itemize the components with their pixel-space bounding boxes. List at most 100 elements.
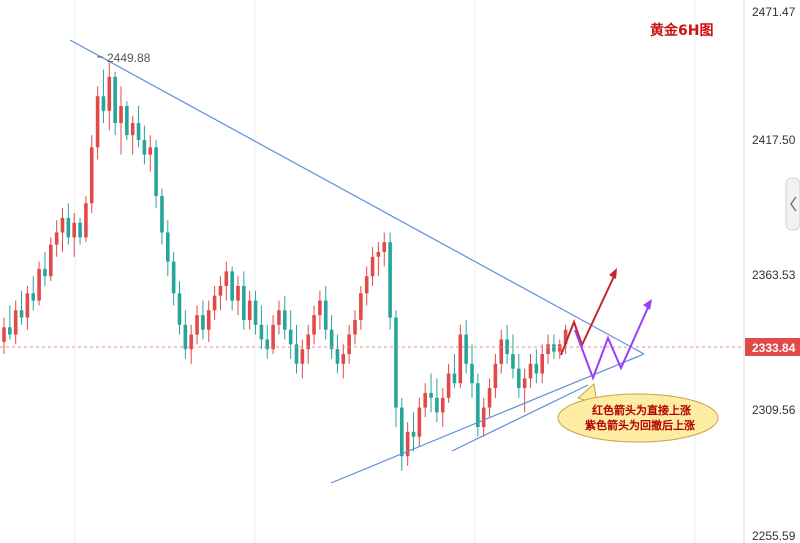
candle-body — [142, 140, 147, 155]
current-price-tag: 2333.84 — [745, 338, 800, 356]
candle-body — [136, 123, 141, 141]
annotation-bubble: 红色箭头为直接上涨 紫色箭头为回撤后上涨 — [557, 383, 719, 443]
y-tick-label-2: 2417.50 — [752, 133, 796, 147]
candle-body — [452, 373, 457, 384]
grid — [74, 0, 696, 543]
candle-body — [440, 397, 445, 413]
candle-body — [493, 363, 498, 389]
candle-body — [171, 261, 176, 294]
candle-body — [230, 271, 234, 301]
candle-body — [370, 256, 375, 277]
candle-body — [277, 310, 281, 325]
y-tick-label-5: 2255.59 — [752, 529, 796, 543]
candle-body — [236, 285, 240, 301]
candle-body — [84, 203, 88, 238]
high-marker: 2449.88 — [97, 51, 151, 65]
candle-body — [206, 310, 211, 330]
candle-body — [49, 244, 53, 277]
candle-body — [78, 222, 82, 238]
candle-body — [505, 339, 509, 355]
red-arrow — [560, 268, 617, 356]
candle-body — [218, 285, 223, 296]
candle-body — [528, 363, 533, 379]
candle-body — [72, 222, 76, 238]
candle-body — [394, 317, 398, 408]
candle-body — [517, 368, 521, 389]
candle-body — [242, 285, 246, 320]
candle-body — [37, 268, 41, 301]
lower-trendline-2 — [451, 384, 589, 452]
candle-body — [31, 293, 36, 301]
candle-body — [19, 310, 24, 318]
candle-body — [160, 195, 164, 233]
candle-body — [113, 76, 117, 124]
price-tag-label: 2333.84 — [752, 341, 796, 355]
candle-body — [189, 334, 193, 350]
candle-body — [95, 96, 100, 148]
candle-body — [119, 105, 123, 124]
candle-body — [166, 232, 170, 262]
y-tick-label-3: 2363.53 — [752, 268, 796, 282]
annotation-line-1: 红色箭头为直接上涨 — [592, 403, 691, 417]
candle-body — [195, 315, 199, 335]
candle-body — [476, 383, 480, 427]
annotation-line-2: 紫色箭头为回撤后上涨 — [585, 418, 695, 432]
red-arrowhead — [609, 268, 617, 279]
purple-arrowhead — [643, 299, 652, 310]
candle-body — [563, 329, 568, 345]
high-label: 2449.88 — [107, 51, 151, 65]
candle-body — [487, 388, 492, 408]
candle-body — [306, 334, 310, 350]
candle-body — [8, 327, 12, 335]
candle-body — [265, 339, 270, 350]
candle-body — [557, 344, 562, 352]
bubble-body — [557, 393, 719, 443]
candle-body — [259, 324, 264, 340]
chevron-left-icon[interactable] — [790, 196, 797, 212]
candle-body — [429, 392, 433, 398]
candle-body — [224, 271, 229, 286]
candle-body — [89, 147, 94, 204]
candle-body — [353, 319, 357, 335]
candle-body — [212, 295, 217, 311]
candle-body — [522, 378, 527, 389]
y-tick-label-1: 2471.47 — [752, 5, 796, 19]
candle-body — [388, 242, 392, 318]
candle-body — [364, 276, 369, 294]
candle-body — [60, 217, 65, 233]
candle-body — [347, 334, 351, 355]
candle-body — [253, 300, 258, 325]
candle-body — [464, 334, 468, 364]
side-scroll-handle[interactable] — [785, 177, 800, 231]
candle-body — [411, 431, 416, 437]
candle-body — [499, 339, 504, 364]
candle-body — [283, 310, 287, 330]
candle-body — [294, 344, 299, 364]
candle-body — [341, 354, 346, 364]
price-axis: 2471.47 2417.50 2363.53 2309.56 2255.59 — [752, 5, 796, 543]
candle-body — [359, 293, 363, 320]
upper-trendline — [69, 39, 645, 355]
candle-body — [148, 147, 153, 155]
candle-body — [125, 105, 129, 136]
candle-body — [323, 300, 328, 330]
scroll-handle-bg[interactable] — [785, 177, 800, 231]
candle-body — [154, 147, 158, 196]
candle-body — [435, 397, 439, 413]
candle-body — [552, 344, 556, 352]
candle-body — [405, 431, 410, 457]
candle-body — [2, 327, 6, 342]
candle-body — [288, 329, 293, 345]
candle-body — [458, 334, 463, 384]
candle-body — [400, 407, 404, 457]
candle-body — [54, 232, 59, 245]
candle-body — [312, 315, 316, 335]
candle-body — [423, 392, 427, 408]
candle-body — [540, 354, 544, 374]
candle-body — [43, 268, 47, 277]
candle-body — [107, 76, 112, 111]
candle-body — [271, 324, 275, 350]
purple-arrow — [574, 299, 652, 381]
